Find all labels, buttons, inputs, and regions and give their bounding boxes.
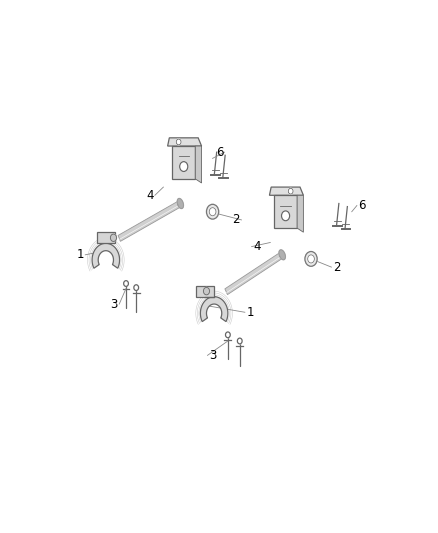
Polygon shape bbox=[269, 187, 304, 195]
Polygon shape bbox=[118, 200, 181, 241]
Polygon shape bbox=[168, 138, 201, 146]
Circle shape bbox=[305, 252, 317, 266]
Text: 4: 4 bbox=[146, 189, 154, 202]
Polygon shape bbox=[225, 252, 283, 295]
Text: 4: 4 bbox=[253, 240, 261, 253]
Text: 3: 3 bbox=[110, 297, 118, 311]
Circle shape bbox=[206, 204, 219, 219]
Polygon shape bbox=[195, 146, 201, 183]
Text: 1: 1 bbox=[246, 306, 254, 319]
Circle shape bbox=[226, 332, 230, 338]
Polygon shape bbox=[297, 195, 304, 232]
Polygon shape bbox=[200, 297, 228, 321]
Polygon shape bbox=[279, 250, 286, 260]
Text: 3: 3 bbox=[209, 349, 216, 362]
Polygon shape bbox=[196, 286, 214, 297]
Circle shape bbox=[237, 338, 242, 344]
Circle shape bbox=[203, 287, 209, 295]
Circle shape bbox=[110, 234, 117, 241]
Polygon shape bbox=[92, 244, 120, 268]
Text: 1: 1 bbox=[77, 248, 84, 261]
Circle shape bbox=[124, 281, 128, 286]
Text: 6: 6 bbox=[215, 146, 223, 159]
Polygon shape bbox=[172, 146, 195, 179]
Text: 2: 2 bbox=[233, 213, 240, 227]
Polygon shape bbox=[274, 195, 297, 228]
Text: 6: 6 bbox=[358, 199, 366, 212]
Text: 2: 2 bbox=[333, 261, 340, 273]
Polygon shape bbox=[97, 232, 115, 243]
Circle shape bbox=[176, 139, 181, 145]
Polygon shape bbox=[177, 198, 184, 208]
Circle shape bbox=[134, 285, 138, 290]
Circle shape bbox=[282, 211, 290, 221]
Circle shape bbox=[307, 255, 314, 263]
Circle shape bbox=[180, 161, 188, 172]
Circle shape bbox=[209, 208, 216, 216]
Circle shape bbox=[288, 188, 293, 194]
